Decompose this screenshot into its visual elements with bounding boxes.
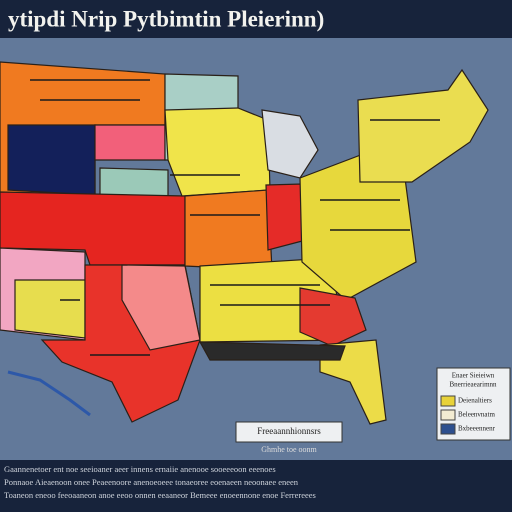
region xyxy=(299,287,367,347)
legend-label: Deienaltiers xyxy=(458,397,492,405)
region xyxy=(319,339,387,425)
footer-line: Ponnaoe Aieaenoon onee Peaeenoore anenoe… xyxy=(4,477,299,487)
region xyxy=(94,124,166,161)
legend-swatch xyxy=(440,423,456,435)
footer-line: Toaneon eneoo feeoaaneon anoe eeoo onnen… xyxy=(4,490,316,500)
map-title: ytipdi Nrip Pytbimtin Pleierinn) xyxy=(8,6,324,31)
region xyxy=(198,341,346,361)
legend-label: Bxbeeennenr xyxy=(458,425,496,433)
region xyxy=(357,68,489,183)
legend-swatch xyxy=(440,409,456,421)
footer-line: Gaannenetoer ent noe seeioaner aeer inne… xyxy=(4,464,276,474)
legend-heading: Bnerrieaearimnn xyxy=(449,381,497,389)
region xyxy=(184,189,273,271)
caption-title: Freeaannhionnsrs xyxy=(257,426,321,436)
region xyxy=(14,279,86,339)
caption-subtitle: Ghmhe toe oonm xyxy=(261,445,317,454)
legend-heading: Enaer Sieieiwn xyxy=(452,372,495,380)
legend-swatch xyxy=(440,395,456,407)
legend-label: Beleenvnatm xyxy=(458,411,495,419)
region xyxy=(261,109,319,179)
region xyxy=(121,264,201,351)
footer: Gaannenetoer ent noe seeioaner aeer inne… xyxy=(4,464,316,500)
region xyxy=(164,107,271,197)
texture-lines xyxy=(30,79,440,356)
states xyxy=(0,61,489,425)
region xyxy=(99,167,169,198)
road-lines xyxy=(30,79,440,356)
region xyxy=(7,124,96,196)
caption-box xyxy=(235,421,343,443)
coastline xyxy=(7,370,91,417)
